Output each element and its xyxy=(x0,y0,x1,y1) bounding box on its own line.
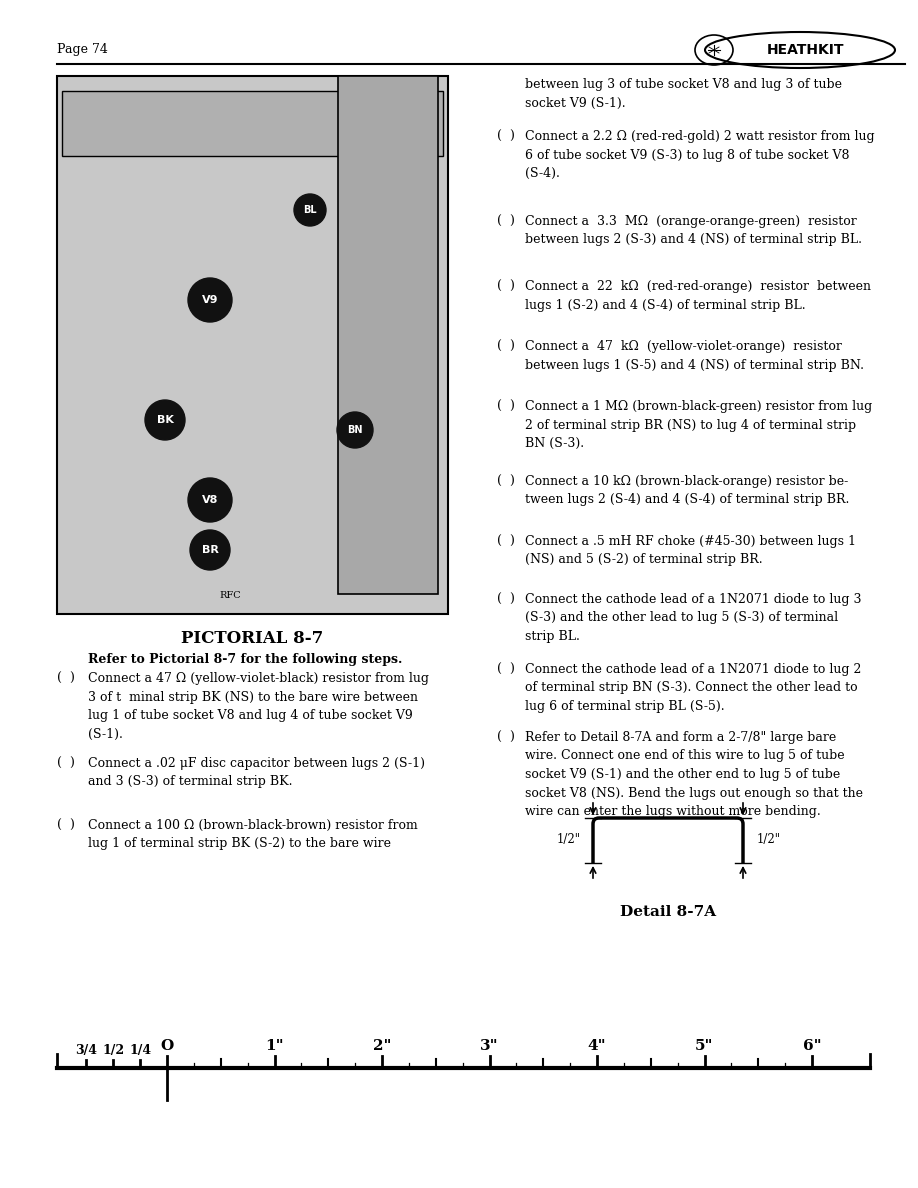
Text: Connect a 100 Ω (brown-black-brown) resistor from
lug 1 of terminal strip BK (S-: Connect a 100 Ω (brown-black-brown) resi… xyxy=(88,819,418,851)
Text: PICTORIAL 8-7: PICTORIAL 8-7 xyxy=(182,630,324,647)
Text: Connect a  22  kΩ  (red-red-orange)  resistor  between
lugs 1 (S-2) and 4 (S-4) : Connect a 22 kΩ (red-red-orange) resisto… xyxy=(525,280,871,311)
Text: 4": 4" xyxy=(588,1040,606,1053)
Text: Connect a 2.2 Ω (red-red-gold) 2 watt resistor from lug
6 of tube socket V9 (S-3: Connect a 2.2 Ω (red-red-gold) 2 watt re… xyxy=(525,129,875,181)
Text: (  ): ( ) xyxy=(57,819,75,832)
Circle shape xyxy=(337,412,373,448)
Text: 6": 6" xyxy=(802,1040,822,1053)
Text: Connect a 10 kΩ (brown-black-orange) resistor be-
tween lugs 2 (S-4) and 4 (S-4): Connect a 10 kΩ (brown-black-orange) res… xyxy=(525,475,849,506)
Text: V8: V8 xyxy=(202,495,218,505)
Text: between lug 3 of tube socket V8 and lug 3 of tube
socket V9 (S-1).: between lug 3 of tube socket V8 and lug … xyxy=(525,78,842,109)
Text: (  ): ( ) xyxy=(57,757,75,770)
Text: Connect a .02 μF disc capacitor between lugs 2 (S-1)
and 3 (S-3) of terminal str: Connect a .02 μF disc capacitor between … xyxy=(88,757,425,789)
Text: Connect the cathode lead of a 1N2071 diode to lug 2
of terminal strip BN (S-3). : Connect the cathode lead of a 1N2071 dio… xyxy=(525,663,861,713)
Text: RFC: RFC xyxy=(219,590,241,600)
Text: (  ): ( ) xyxy=(497,535,515,548)
Text: 1/4: 1/4 xyxy=(129,1044,151,1057)
Text: Detail 8-7A: Detail 8-7A xyxy=(620,905,716,920)
Text: 1": 1" xyxy=(265,1040,284,1053)
Text: (  ): ( ) xyxy=(497,663,515,676)
Text: Connect the cathode lead of a 1N2071 diode to lug 3
(S-3) and the other lead to : Connect the cathode lead of a 1N2071 dio… xyxy=(525,593,861,643)
Text: BR: BR xyxy=(202,545,218,555)
Text: Connect a 1 MΩ (brown-black-green) resistor from lug
2 of terminal strip BR (NS): Connect a 1 MΩ (brown-black-green) resis… xyxy=(525,400,872,450)
Text: V9: V9 xyxy=(202,295,218,305)
Text: Refer to Pictorial 8-7 for the following steps.: Refer to Pictorial 8-7 for the following… xyxy=(88,653,402,666)
Circle shape xyxy=(188,478,232,522)
Text: 1/2": 1/2" xyxy=(557,834,581,847)
Text: Connect a  3.3  MΩ  (orange-orange-green)  resistor
between lugs 2 (S-3) and 4 (: Connect a 3.3 MΩ (orange-orange-green) r… xyxy=(525,215,862,246)
Text: (  ): ( ) xyxy=(497,731,515,744)
FancyBboxPatch shape xyxy=(57,76,448,614)
Text: (  ): ( ) xyxy=(497,280,515,293)
Text: Refer to Detail 8-7A and form a 2-7/8" large bare
wire. Connect one end of this : Refer to Detail 8-7A and form a 2-7/8" l… xyxy=(525,731,863,819)
Text: (  ): ( ) xyxy=(497,215,515,228)
FancyBboxPatch shape xyxy=(338,76,438,594)
Text: (  ): ( ) xyxy=(497,340,515,353)
Text: Connect a  47  kΩ  (yellow-violet-orange)  resistor
between lugs 1 (S-5) and 4 (: Connect a 47 kΩ (yellow-violet-orange) r… xyxy=(525,340,864,372)
Text: BL: BL xyxy=(303,206,317,215)
Circle shape xyxy=(145,400,185,440)
Text: (  ): ( ) xyxy=(497,129,515,143)
Text: 5": 5" xyxy=(695,1040,714,1053)
Text: BN: BN xyxy=(347,425,363,435)
Text: (  ): ( ) xyxy=(57,672,75,685)
Circle shape xyxy=(190,530,230,570)
FancyBboxPatch shape xyxy=(62,91,443,156)
Text: 3/4: 3/4 xyxy=(75,1044,97,1057)
Text: Page 74: Page 74 xyxy=(57,44,108,57)
Text: (  ): ( ) xyxy=(497,593,515,606)
Text: BK: BK xyxy=(157,415,174,425)
Text: Connect a .5 mH RF choke (#45-30) between lugs 1
(NS) and 5 (S-2) of terminal st: Connect a .5 mH RF choke (#45-30) betwee… xyxy=(525,535,856,567)
Circle shape xyxy=(188,278,232,322)
Text: Connect a 47 Ω (yellow-violet-black) resistor from lug
3 of t  minal strip BK (N: Connect a 47 Ω (yellow-violet-black) res… xyxy=(88,672,429,740)
Text: 1/2: 1/2 xyxy=(102,1044,124,1057)
Text: 2": 2" xyxy=(373,1040,391,1053)
Circle shape xyxy=(294,194,326,226)
Text: (  ): ( ) xyxy=(497,475,515,488)
Text: 1/2": 1/2" xyxy=(757,834,781,847)
Text: O: O xyxy=(161,1040,174,1053)
Text: (  ): ( ) xyxy=(497,400,515,413)
Text: 3": 3" xyxy=(480,1040,498,1053)
Text: HEATHKIT: HEATHKIT xyxy=(767,43,844,57)
